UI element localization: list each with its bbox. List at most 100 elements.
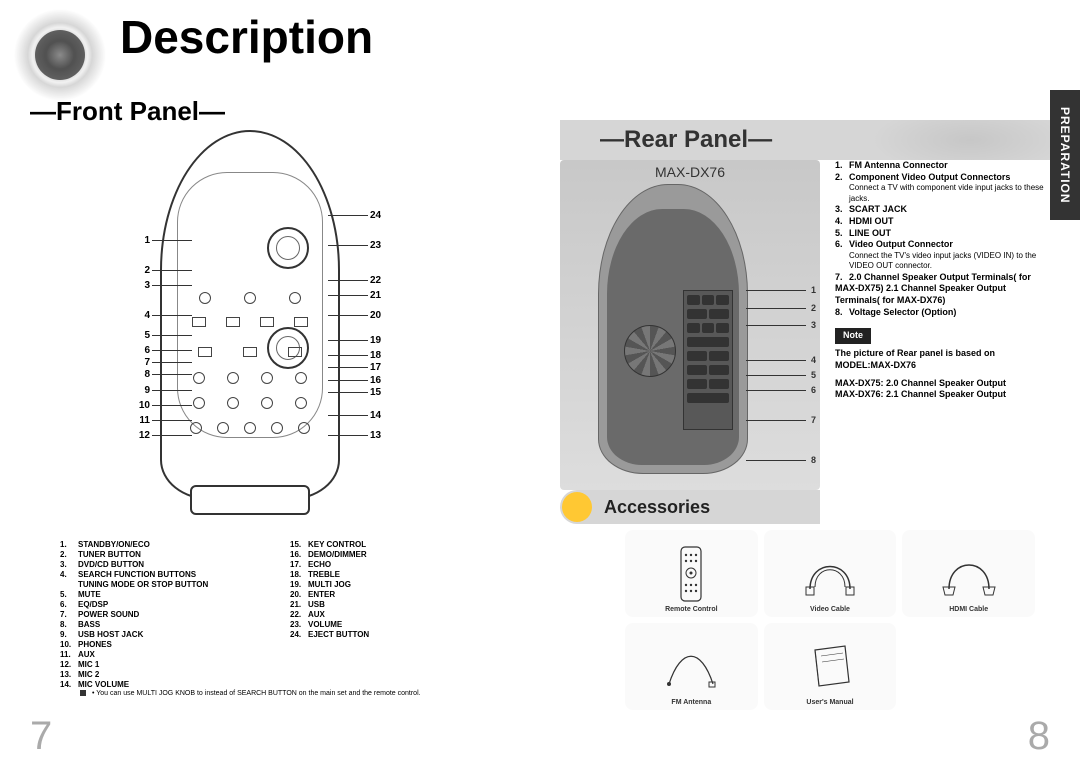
rear-legend-item: 2.Component Video Output Connectors <box>835 172 1045 184</box>
callout-line <box>152 335 192 336</box>
legend-item: 17.ECHO <box>290 560 520 570</box>
callout-line <box>152 374 192 375</box>
fan-icon <box>624 325 676 377</box>
callout-line <box>152 240 192 241</box>
callout-line <box>328 280 368 281</box>
note-label: Note <box>835 328 871 344</box>
front-legend: 1.STANDBY/ON/ECO2.TUNER BUTTON3.DVD/CD B… <box>60 540 520 690</box>
accessory-label: User's Manual <box>806 699 853 706</box>
accessory-hdmi-cable: HDMI Cable <box>902 530 1035 617</box>
legend-item: 15.KEY CONTROL <box>290 540 520 550</box>
callout-number: 10 <box>90 400 150 411</box>
page-number-left: 7 <box>30 714 52 759</box>
front-panel-diagram: 123456789101112 242322212019181716151413 <box>90 130 430 530</box>
legend-item: 3.DVD/CD BUTTON <box>60 560 290 570</box>
rear-banner: —Rear Panel— <box>560 120 1050 160</box>
right-page: —Rear Panel— MAX-DX76 12345678 1.FM Ante… <box>530 0 1080 763</box>
callout-number: 24 <box>370 210 430 221</box>
callout-number: 1 <box>90 235 150 246</box>
accessory-label: Video Cable <box>810 606 850 613</box>
callout-line <box>746 420 806 421</box>
footnote-text: • You can use MULTI JOG KNOB to instead … <box>92 690 421 697</box>
legend-item: 11.AUX <box>60 650 290 660</box>
model-note: MAX-DX75: 2.0 Channel Speaker Output <box>835 378 1045 390</box>
callout-number: 19 <box>370 335 430 346</box>
device-base <box>190 485 310 515</box>
button-row <box>182 347 318 357</box>
rear-panel-heading: —Rear Panel— <box>600 126 772 154</box>
callout-line <box>328 245 368 246</box>
rear-diagram-area: MAX-DX76 12345678 <box>560 160 820 490</box>
footnote: • You can use MULTI JOG KNOB to instead … <box>80 690 421 697</box>
callout-line <box>328 355 368 356</box>
callout-line <box>328 215 368 216</box>
callout-line <box>152 270 192 271</box>
rear-legend-item: 6.Video Output Connector <box>835 239 1045 251</box>
callout-number: 3 <box>90 280 150 291</box>
legend-item: 5.MUTE <box>60 590 290 600</box>
accessory-label: Remote Control <box>665 606 718 613</box>
button-row <box>182 372 318 384</box>
bullet-icon <box>80 690 86 696</box>
callout-line <box>328 380 368 381</box>
legend-item: 23.VOLUME <box>290 620 520 630</box>
model-note: MAX-DX76: 2.1 Channel Speaker Output <box>835 389 1045 401</box>
callout-line <box>328 392 368 393</box>
callout-line <box>746 390 806 391</box>
legend-item: 20.ENTER <box>290 590 520 600</box>
callout-number: 7 <box>811 415 816 425</box>
callout-line <box>152 350 192 351</box>
callout-number: 2 <box>90 265 150 276</box>
callout-line <box>328 315 368 316</box>
callout-line <box>328 295 368 296</box>
volume-knob <box>267 227 309 269</box>
callout-number: 8 <box>90 369 150 380</box>
cable-icon <box>939 549 999 599</box>
callout-number: 16 <box>370 375 430 386</box>
banner-dots <box>870 120 1050 160</box>
callout-line <box>746 290 806 291</box>
legend-item: 4.SEARCH FUNCTION BUTTONS <box>60 570 290 580</box>
callout-line <box>152 435 192 436</box>
callout-number: 17 <box>370 362 430 373</box>
left-page: —Front Panel— 123456789101112 2423222120… <box>0 0 530 763</box>
callout-line <box>152 285 192 286</box>
legend-item: 22.AUX <box>290 610 520 620</box>
callout-line <box>746 460 806 461</box>
legend-item: 16.DEMO/DIMMER <box>290 550 520 560</box>
callout-line <box>328 435 368 436</box>
legend-column: 1.STANDBY/ON/ECO2.TUNER BUTTON3.DVD/CD B… <box>60 540 290 690</box>
callout-number: 1 <box>811 285 816 295</box>
button-row <box>182 422 318 434</box>
callout-line <box>152 405 192 406</box>
callout-number: 14 <box>370 410 430 421</box>
callout-line <box>152 420 192 421</box>
rear-legend-item: 5.LINE OUT <box>835 228 1045 240</box>
legend-item: 24.EJECT BUTTON <box>290 630 520 640</box>
legend-item: 14.MIC VOLUME <box>60 680 290 690</box>
accessory-remote: Remote Control <box>625 530 758 617</box>
callout-number: 7 <box>90 357 150 368</box>
rear-legend-item: 1.FM Antenna Connector <box>835 160 1045 172</box>
rear-legend-item: Connect the TV's video input jacks (VIDE… <box>835 251 1045 272</box>
antenna-icon <box>661 642 721 692</box>
accessory-manual: User's Manual <box>764 623 897 710</box>
callout-number: 3 <box>811 320 816 330</box>
accessories-header: Accessories <box>560 490 820 524</box>
legend-item: 1.STANDBY/ON/ECO <box>60 540 290 550</box>
callout-number: 4 <box>90 310 150 321</box>
rear-legend-item: Connect a TV with component vide input j… <box>835 183 1045 204</box>
callout-number: 11 <box>90 415 150 426</box>
callout-number: 15 <box>370 387 430 398</box>
callout-number: 4 <box>811 355 816 365</box>
callout-line <box>328 367 368 368</box>
accessory-label: FM Antenna <box>671 699 711 706</box>
front-panel-heading: —Front Panel— <box>30 96 225 127</box>
rear-legend-item: 3.SCART JACK <box>835 204 1045 216</box>
callout-line <box>746 375 806 376</box>
callout-line <box>152 362 192 363</box>
callout-number: 18 <box>370 350 430 361</box>
legend-item: 8.BASS <box>60 620 290 630</box>
accessory-label: HDMI Cable <box>949 606 988 613</box>
callout-number: 20 <box>370 310 430 321</box>
